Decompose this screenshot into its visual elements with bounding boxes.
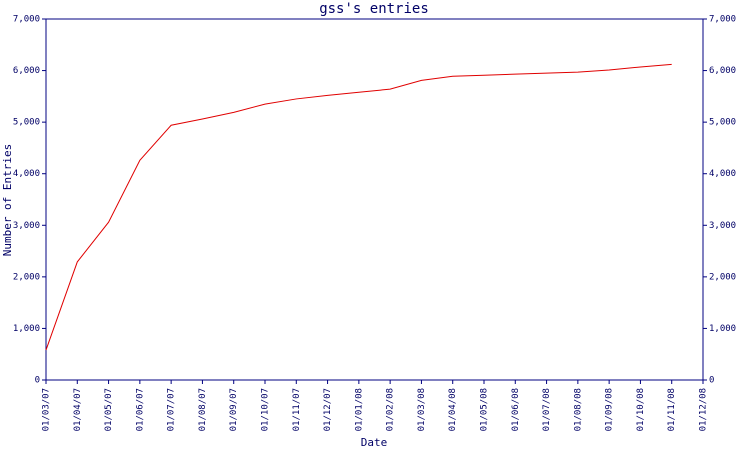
x-tick-label: 01/03/08	[417, 388, 427, 431]
x-tick-label: 01/09/07	[229, 388, 239, 431]
x-tick-label: 01/10/07	[261, 388, 271, 431]
y-tick-label: 6,000	[13, 66, 40, 76]
x-tick-label: 01/12/08	[699, 388, 709, 431]
x-tick-label: 01/05/08	[480, 388, 490, 431]
y-tick-label: 2,000	[13, 272, 40, 282]
x-tick-label: 01/11/08	[667, 388, 677, 431]
x-tick-label: 01/11/07	[292, 388, 302, 431]
y2-tick-label: 1,000	[709, 324, 736, 334]
y2-tick-label: 0	[709, 376, 714, 386]
x-tick-label: 01/05/07	[104, 388, 114, 431]
series-line	[45, 63, 672, 351]
x-tick-label: 01/06/08	[511, 388, 521, 431]
y2-tick-label: 4,000	[709, 169, 736, 179]
y2-tick-label: 5,000	[709, 118, 736, 128]
x-tick-label: 01/07/07	[167, 388, 177, 431]
y2-tick-label: 3,000	[709, 221, 736, 231]
x-axis-title: Date	[361, 436, 388, 449]
y-tick-label: 0	[35, 376, 40, 386]
y2-tick-label: 7,000	[709, 15, 736, 25]
x-tick-label: 01/10/08	[636, 388, 646, 431]
x-tick-label: 01/01/08	[354, 388, 364, 431]
x-tick-label: 01/04/08	[448, 388, 458, 431]
y-tick-label: 1,000	[13, 324, 40, 334]
y-tick-label: 5,000	[13, 118, 40, 128]
y2-tick-label: 6,000	[709, 66, 736, 76]
x-tick-label: 01/07/08	[542, 388, 552, 431]
y-tick-label: 7,000	[13, 15, 40, 25]
x-tick-label: 01/08/08	[573, 388, 583, 431]
x-tick-label: 01/12/07	[323, 388, 333, 431]
y-tick-label: 3,000	[13, 221, 40, 231]
x-tick-label: 01/06/07	[135, 388, 145, 431]
y-tick-label: 4,000	[13, 169, 40, 179]
x-tick-label: 01/08/07	[198, 388, 208, 431]
plot-frame	[45, 18, 704, 381]
x-tick-label: 01/09/08	[605, 388, 615, 431]
y-axis-title: Number of Entries	[1, 144, 14, 257]
y2-tick-label: 2,000	[709, 272, 736, 282]
x-tick-label: 01/03/07	[42, 388, 52, 431]
x-tick-label: 01/04/07	[73, 388, 83, 431]
chart-title: gss's entries	[319, 1, 429, 17]
x-tick-label: 01/02/08	[386, 388, 396, 431]
